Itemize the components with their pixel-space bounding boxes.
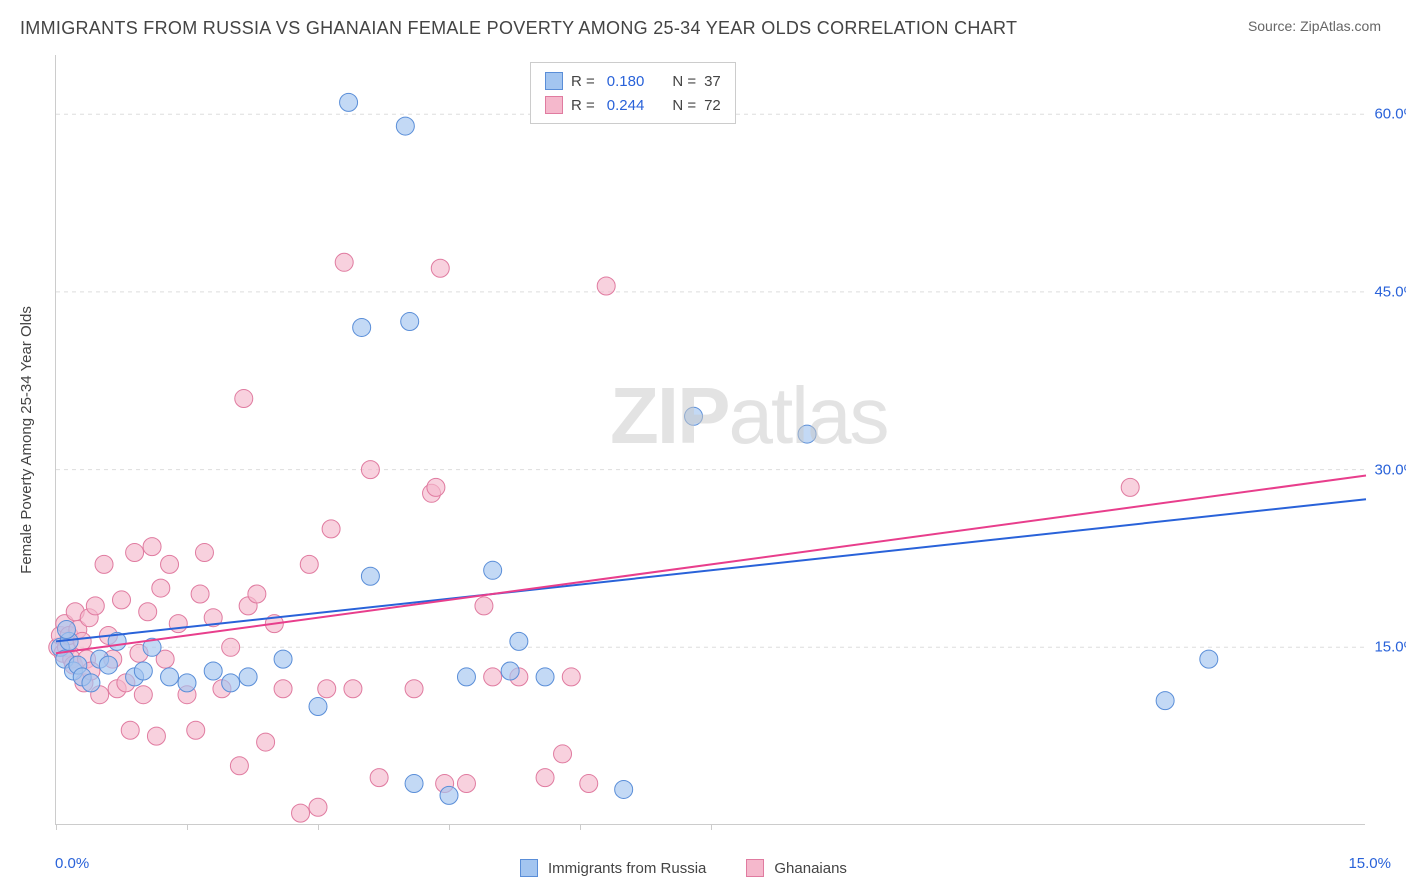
legend-row-pink: R = 0.244 N = 72	[545, 93, 721, 117]
source-label: Source: ZipAtlas.com	[1248, 18, 1381, 34]
legend-item-russia: Immigrants from Russia	[520, 859, 706, 877]
x-tick-mark	[449, 824, 450, 830]
n-label: N =	[672, 97, 696, 114]
x-tick-mark	[580, 824, 581, 830]
legend-item-ghana: Ghanaians	[746, 859, 847, 877]
legend-label: Ghanaians	[774, 860, 847, 877]
y-tick-label: 45.0%	[1374, 283, 1406, 300]
swatch-blue-icon	[520, 859, 538, 877]
swatch-blue-icon	[545, 72, 563, 90]
y-tick-label: 15.0%	[1374, 639, 1406, 656]
chart-title: IMMIGRANTS FROM RUSSIA VS GHANAIAN FEMAL…	[20, 18, 1017, 39]
chart-plot-area: 15.0%30.0%45.0%60.0%	[55, 55, 1365, 825]
x-tick-mark	[56, 824, 57, 830]
r-label: R =	[571, 97, 595, 114]
swatch-pink-icon	[545, 96, 563, 114]
n-value: 37	[704, 73, 721, 90]
r-value: 0.244	[607, 97, 645, 114]
legend-label: Immigrants from Russia	[548, 860, 706, 877]
x-axis-end-label: 15.0%	[1348, 855, 1391, 872]
legend-row-blue: R = 0.180 N = 37	[545, 69, 721, 93]
correlation-legend: R = 0.180 N = 37 R = 0.244 N = 72	[530, 62, 736, 124]
y-axis-label: Female Poverty Among 25-34 Year Olds	[18, 306, 35, 574]
r-label: R =	[571, 73, 595, 90]
x-axis-start-label: 0.0%	[55, 855, 89, 872]
r-value: 0.180	[607, 73, 645, 90]
x-tick-mark	[318, 824, 319, 830]
y-tick-label: 30.0%	[1374, 461, 1406, 478]
x-tick-mark	[711, 824, 712, 830]
y-tick-label: 60.0%	[1374, 106, 1406, 123]
n-label: N =	[672, 73, 696, 90]
swatch-pink-icon	[746, 859, 764, 877]
n-value: 72	[704, 97, 721, 114]
scatter-plot-svg	[56, 55, 1365, 824]
series-legend: Immigrants from Russia Ghanaians	[520, 859, 847, 877]
x-tick-mark	[187, 824, 188, 830]
